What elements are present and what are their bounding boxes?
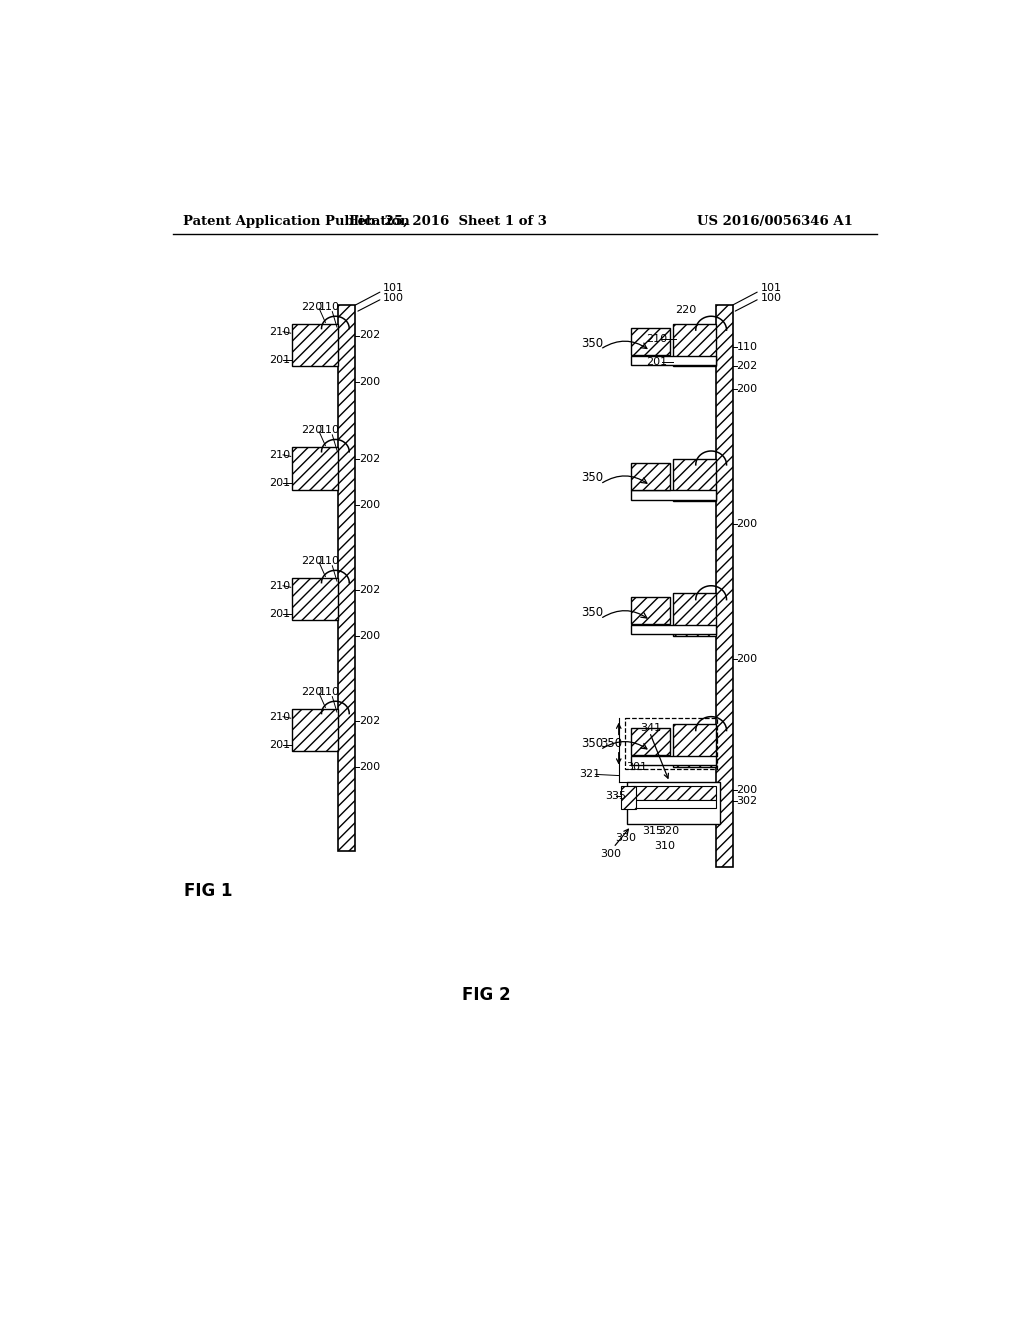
Bar bbox=[339, 305, 355, 851]
Bar bbox=[631, 327, 670, 355]
Text: 202: 202 bbox=[736, 362, 758, 371]
Text: 200: 200 bbox=[736, 653, 758, 664]
Text: 341: 341 bbox=[640, 723, 662, 733]
Text: 315: 315 bbox=[643, 825, 664, 836]
Bar bbox=[631, 785, 716, 800]
Text: 350: 350 bbox=[581, 737, 603, 750]
Text: 210: 210 bbox=[269, 711, 290, 722]
Bar bbox=[631, 462, 670, 490]
Bar bbox=[292, 709, 339, 751]
Bar bbox=[292, 323, 339, 367]
Text: 220: 220 bbox=[301, 302, 323, 312]
Text: 110: 110 bbox=[736, 342, 758, 352]
Text: 201: 201 bbox=[646, 358, 668, 367]
Text: 202: 202 bbox=[359, 454, 381, 463]
Bar bbox=[621, 785, 637, 809]
Text: 202: 202 bbox=[359, 715, 381, 726]
Text: 210: 210 bbox=[269, 581, 290, 591]
Bar bbox=[292, 578, 339, 620]
Bar bbox=[674, 594, 716, 636]
Bar bbox=[674, 459, 716, 502]
Text: 110: 110 bbox=[318, 556, 339, 566]
Text: Patent Application Publication: Patent Application Publication bbox=[183, 215, 410, 228]
Text: 220: 220 bbox=[301, 686, 323, 697]
Text: 210: 210 bbox=[646, 334, 668, 345]
Text: 202: 202 bbox=[359, 330, 381, 341]
Text: 350: 350 bbox=[581, 471, 603, 484]
Text: 330: 330 bbox=[615, 833, 637, 843]
Bar bbox=[674, 323, 716, 367]
Bar bbox=[631, 490, 716, 499]
Text: 201: 201 bbox=[269, 355, 290, 366]
Text: 210: 210 bbox=[269, 450, 290, 459]
Bar bbox=[631, 800, 716, 808]
Bar bbox=[631, 597, 670, 624]
Text: 201: 201 bbox=[269, 478, 290, 488]
Text: Feb. 25, 2016  Sheet 1 of 3: Feb. 25, 2016 Sheet 1 of 3 bbox=[349, 215, 547, 228]
Text: 350: 350 bbox=[581, 337, 603, 350]
Bar bbox=[631, 355, 716, 364]
Text: 202: 202 bbox=[359, 585, 381, 594]
Bar bbox=[674, 725, 716, 767]
Bar bbox=[631, 626, 716, 635]
Text: 220: 220 bbox=[675, 305, 696, 315]
Text: 101: 101 bbox=[383, 282, 404, 293]
Text: FIG 1: FIG 1 bbox=[184, 882, 233, 900]
Bar bbox=[631, 756, 716, 766]
Text: 200: 200 bbox=[359, 376, 380, 387]
Text: FIG 2: FIG 2 bbox=[462, 986, 510, 1005]
Text: 200: 200 bbox=[736, 519, 758, 529]
Text: 110: 110 bbox=[318, 686, 339, 697]
Bar bbox=[625, 718, 717, 770]
Text: 320: 320 bbox=[658, 825, 679, 836]
Text: 200: 200 bbox=[359, 631, 380, 640]
Bar bbox=[628, 781, 720, 825]
Text: 302: 302 bbox=[736, 796, 758, 807]
Text: 220: 220 bbox=[301, 556, 323, 566]
Bar bbox=[716, 305, 733, 867]
Text: 100: 100 bbox=[761, 293, 781, 302]
Text: 200: 200 bbox=[359, 762, 380, 772]
Text: 201: 201 bbox=[269, 741, 290, 750]
Text: 210: 210 bbox=[269, 326, 290, 337]
Bar bbox=[631, 729, 670, 755]
Text: 110: 110 bbox=[318, 425, 339, 436]
Text: 200: 200 bbox=[736, 785, 758, 795]
Text: 350: 350 bbox=[581, 606, 603, 619]
Text: 321: 321 bbox=[579, 770, 600, 779]
Text: 301: 301 bbox=[627, 762, 647, 772]
Text: 220: 220 bbox=[301, 425, 323, 436]
Text: 300: 300 bbox=[600, 849, 622, 859]
Text: 110: 110 bbox=[318, 302, 339, 312]
Text: 201: 201 bbox=[269, 610, 290, 619]
Text: 200: 200 bbox=[736, 384, 758, 395]
Text: 200: 200 bbox=[359, 500, 380, 510]
Text: US 2016/0056346 A1: US 2016/0056346 A1 bbox=[696, 215, 852, 228]
Text: 101: 101 bbox=[761, 282, 781, 293]
Text: 100: 100 bbox=[383, 293, 404, 302]
Text: 310: 310 bbox=[654, 841, 675, 851]
Text: 335: 335 bbox=[605, 791, 627, 801]
Bar bbox=[292, 447, 339, 490]
Text: 350: 350 bbox=[600, 737, 623, 750]
